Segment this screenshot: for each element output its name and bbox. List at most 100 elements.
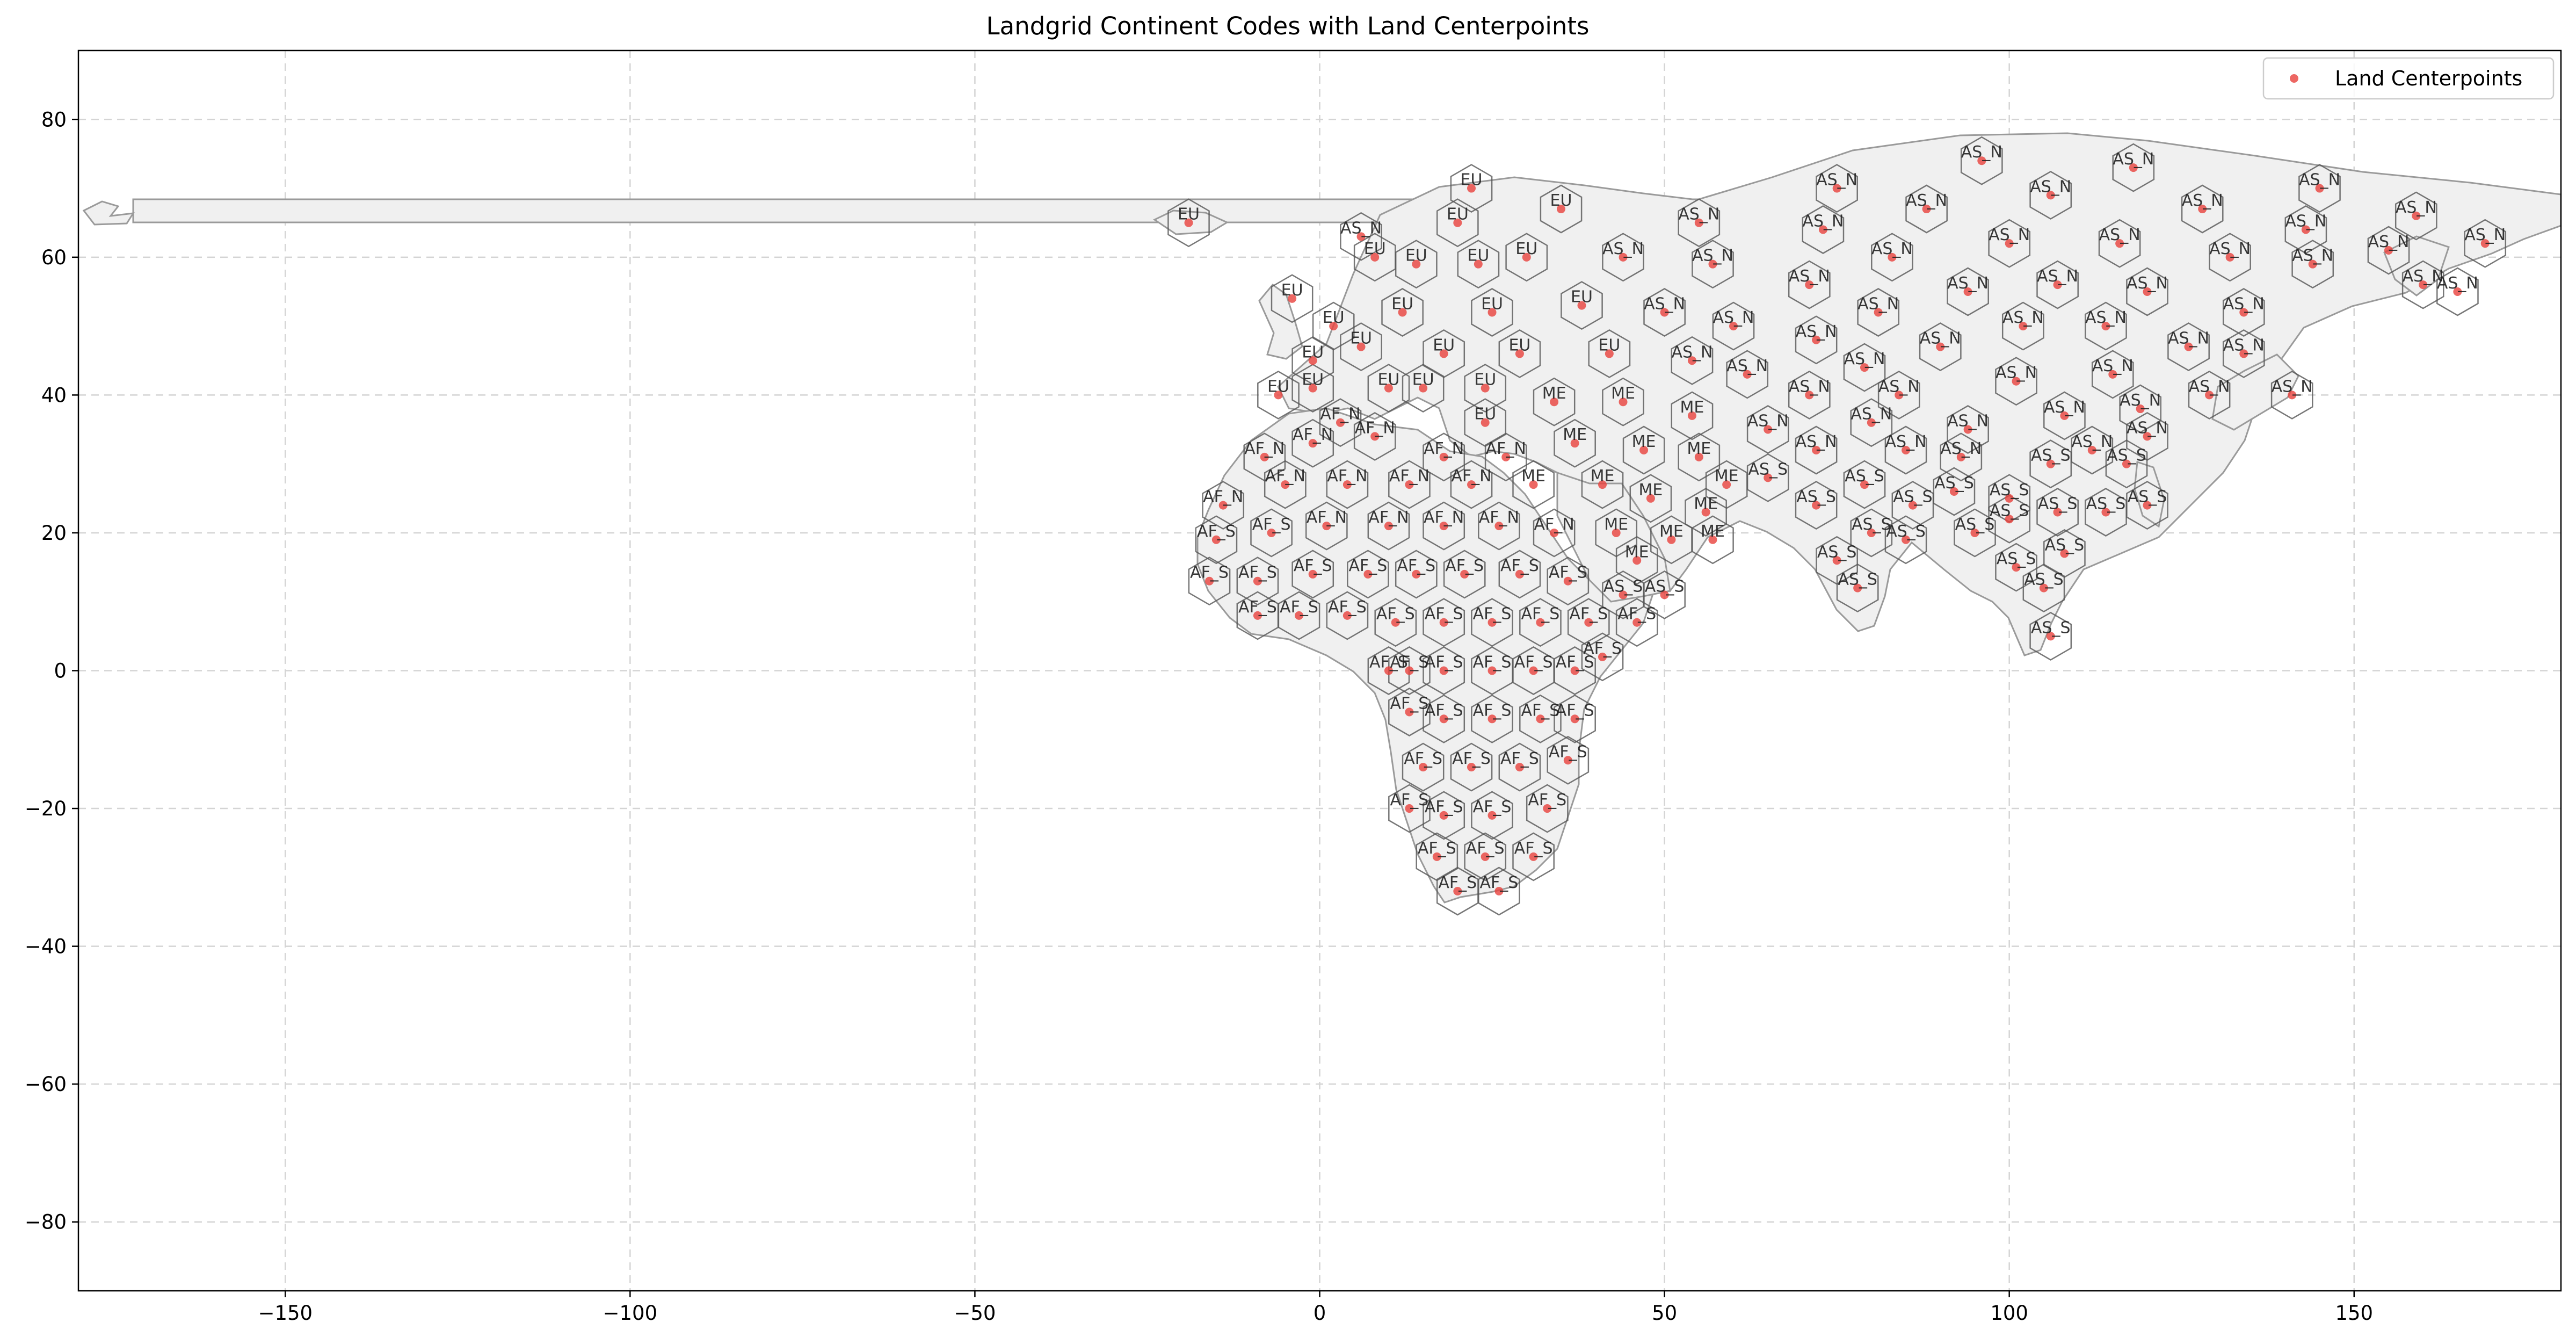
code-label-92: AF_N	[1293, 425, 1333, 444]
centerpoint-25	[2225, 252, 2234, 262]
centerpoint-123	[1322, 522, 1331, 531]
grid-cell-144	[1278, 591, 1320, 640]
centerpoint-71	[2060, 411, 2069, 420]
grid-cell-94	[1484, 432, 1527, 482]
centerpoint-147	[1439, 618, 1448, 627]
centerpoint-78	[1481, 418, 1490, 427]
centerpoint-77	[1370, 432, 1380, 441]
grid-cell-70	[1995, 357, 2037, 406]
code-label-104: AS_S	[2086, 494, 2126, 513]
code-label-93: AF_N	[1424, 439, 1464, 458]
centerpoint-29	[2480, 239, 2490, 248]
grid-cell-48	[1588, 329, 1631, 378]
land-cells	[82, 132, 2561, 916]
centerpoint-6	[1832, 184, 1841, 193]
centerpoint-85	[1902, 446, 1911, 455]
centerpoint-65	[1687, 411, 1696, 420]
centerpoint-102	[1949, 487, 1958, 496]
code-label-144: AF_S	[1280, 598, 1318, 617]
centerpoint-107	[1281, 480, 1290, 489]
x-tick-label-3: 0	[1314, 1302, 1326, 1325]
centerpoint-83	[1812, 446, 1821, 455]
grid-cell-153	[1367, 646, 1410, 695]
code-label-155: AF_S	[1425, 653, 1463, 672]
centerpoint-82	[1722, 480, 1731, 489]
code-label-6: AS_N	[1816, 171, 1857, 190]
y-tick-label-3: 20	[41, 522, 67, 545]
code-label-111: ME	[1694, 494, 1718, 513]
code-label-3: EU	[1447, 205, 1469, 224]
grid-cell-61	[1402, 364, 1445, 413]
code-label-162: AF_S	[1473, 701, 1512, 720]
y-tick-label-5: −20	[25, 797, 67, 820]
grid-cell-22	[1871, 233, 1913, 282]
code-label-129: AS_S	[1817, 543, 1857, 561]
centerpoint-174	[1481, 852, 1490, 861]
code-label-61: EU	[1412, 371, 1434, 389]
grid-cell-125	[1423, 501, 1465, 551]
grid-cell-21	[1788, 260, 1831, 309]
code-label-52: AS_N	[1844, 350, 1885, 368]
grid-cell-14	[2394, 191, 2437, 241]
grid-cell-75	[2270, 370, 2313, 420]
grid-cell-62	[1464, 364, 1507, 413]
grid-cell-88	[2071, 425, 2114, 475]
grid-cell-28	[2367, 226, 2410, 275]
grid-cell-151	[1615, 598, 1658, 647]
grid-cell-131	[1995, 543, 2037, 592]
grid-cell-83	[1795, 425, 1838, 475]
grid-cell-166	[1450, 742, 1493, 792]
code-label-172: AF_S	[1528, 791, 1566, 810]
centerpoint-162	[1487, 714, 1497, 724]
code-label-140: AF_S	[1549, 563, 1587, 582]
grid-cell-128	[1615, 536, 1658, 585]
code-label-121: AF_S	[1197, 522, 1236, 541]
centerpoint-146	[1391, 618, 1400, 627]
code-label-115: AS_S	[1852, 515, 1891, 534]
grid-cell-172	[1526, 784, 1569, 833]
centerpoint-143	[1253, 611, 1262, 620]
grid-cell-118	[1988, 494, 2031, 544]
centerpoint-148	[1487, 618, 1497, 627]
code-label-150: AF_S	[1569, 605, 1608, 624]
code-label-55: AS_N	[2085, 308, 2127, 327]
centerpoint-116	[1902, 535, 1911, 544]
grid-cell-85	[1884, 425, 1927, 475]
centerpoint-95	[1529, 480, 1538, 489]
code-label-88: AS_N	[2071, 432, 2113, 451]
grid-cell-39	[2036, 260, 2079, 309]
centerpoint-59	[1308, 384, 1317, 393]
code-label-133: AF_S	[1190, 563, 1229, 582]
centerpoint-56	[2184, 342, 2193, 351]
centerpoint-141	[1619, 590, 1628, 599]
centerpoint-9	[1977, 156, 1986, 165]
y-axis-ticks: 80 60 40 20 0 −20 −40 −60 −80	[25, 108, 78, 1234]
grid-cell-110	[1450, 460, 1493, 509]
code-label-0: EU	[1178, 205, 1200, 224]
grid-cell-111	[1685, 488, 1727, 537]
code-label-101: AS_S	[1893, 488, 1933, 507]
grid-cell-148	[1471, 598, 1513, 647]
grid-cell-150	[1567, 598, 1610, 647]
code-label-34: EU	[1571, 288, 1593, 307]
grid-cell-17	[1457, 240, 1500, 289]
code-label-58: EU	[1267, 377, 1289, 396]
grid-cell-142	[1643, 570, 1686, 619]
grid-cell-97	[1629, 474, 1672, 523]
grid-cell-121	[1195, 515, 1238, 565]
centerpoint-53	[1936, 342, 1945, 351]
grid-cell-93	[1423, 432, 1465, 482]
grid-cell-99	[1795, 481, 1838, 530]
code-label-82: ME	[1715, 467, 1739, 486]
grid-cell-76	[1319, 398, 1362, 447]
code-label-25: AS_N	[2209, 240, 2251, 258]
code-label-80: ME	[1632, 432, 1656, 451]
code-label-176: AF_S	[1438, 873, 1477, 892]
centerpoint-153	[1384, 666, 1393, 675]
code-label-165: AF_S	[1404, 749, 1442, 768]
code-label-16: EU	[1405, 247, 1427, 265]
centerpoint-43	[2453, 287, 2462, 296]
centerpoint-35	[1660, 308, 1669, 317]
code-label-156: AF_S	[1473, 653, 1512, 672]
centerpoint-118	[2005, 515, 2014, 524]
